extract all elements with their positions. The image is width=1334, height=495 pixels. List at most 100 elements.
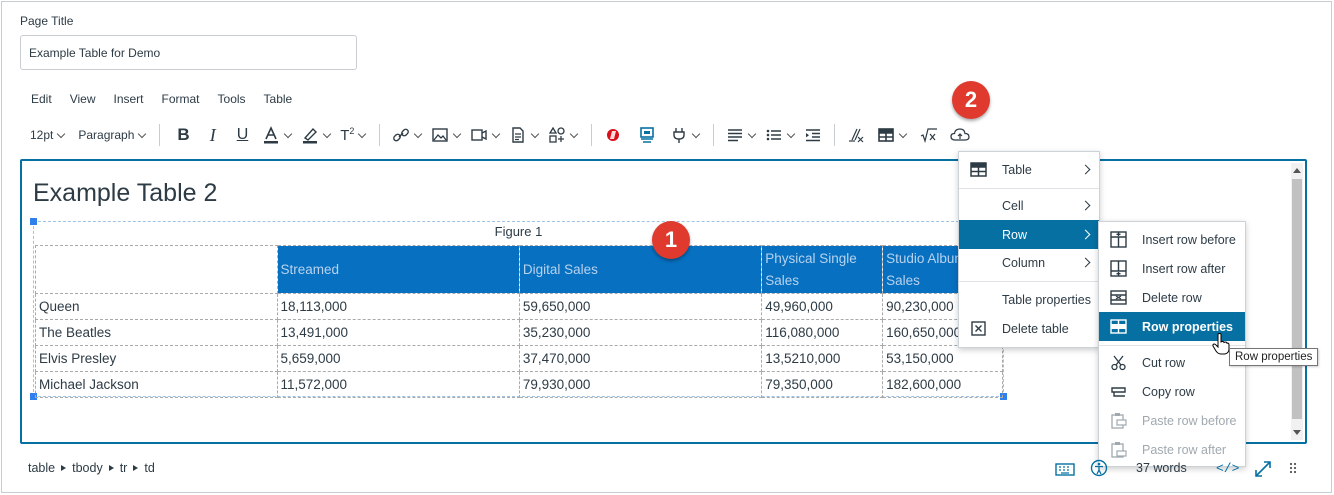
clear-formatting-button[interactable]: [843, 122, 869, 148]
list-button[interactable]: [761, 122, 800, 148]
table-cell[interactable]: 49,960,000: [761, 293, 884, 320]
menu-divider: [959, 281, 1099, 282]
table-cell[interactable]: 18,113,000: [276, 293, 520, 320]
studio-button[interactable]: [634, 122, 660, 148]
table-cell[interactable]: 13,5210,000: [761, 345, 884, 372]
office-button[interactable]: [600, 122, 626, 148]
table-menu-item-cell[interactable]: Cell: [959, 191, 1099, 220]
menu-edit[interactable]: Edit: [31, 92, 52, 106]
keyboard-icon[interactable]: [1055, 461, 1075, 477]
link-button[interactable]: [388, 122, 427, 148]
media-button[interactable]: [466, 122, 505, 148]
path-item[interactable]: tbody: [72, 461, 103, 475]
editor-heading[interactable]: Example Table 2: [33, 179, 218, 207]
table-selection[interactable]: Figure 1 Streamed Digital Sales Physical…: [30, 218, 1007, 400]
menu-tools[interactable]: Tools: [217, 92, 246, 106]
editor-area[interactable]: Example Table 2 Figure 1 Streamed Digita…: [20, 159, 1307, 444]
table-menu-item-table-properties[interactable]: Table properties: [959, 285, 1099, 314]
table-cell[interactable]: 37,470,000: [518, 345, 763, 372]
chevron-down-icon: [453, 129, 462, 138]
table-cell[interactable]: Michael Jackson: [35, 371, 278, 398]
chevron-down-icon: [899, 129, 908, 138]
menu-format[interactable]: Format: [161, 92, 200, 106]
cloud-button[interactable]: [946, 122, 974, 148]
lti-button[interactable]: [666, 122, 705, 148]
row-menu-item-cut-row[interactable]: Cut row: [1099, 348, 1245, 377]
italic-button[interactable]: I: [199, 122, 227, 148]
table-cell[interactable]: The Beatles: [35, 319, 278, 346]
table-cell[interactable]: 79,930,000: [518, 371, 763, 398]
table-header-cell[interactable]: Physical Single Sales: [761, 245, 884, 294]
table-header-row[interactable]: Streamed Digital Sales Physical Single S…: [35, 245, 1003, 294]
accessibility-checker-icon[interactable]: [1090, 459, 1108, 477]
document-button[interactable]: [505, 122, 544, 148]
block-format-dropdown[interactable]: Paragraph: [74, 122, 151, 148]
table-cell[interactable]: 116,080,000: [761, 319, 884, 346]
table-cell[interactable]: 79,350,000: [761, 371, 884, 398]
table-cell[interactable]: 59,650,000: [518, 293, 763, 320]
menu-insert[interactable]: Insert: [113, 92, 144, 106]
table-cell[interactable]: Queen: [35, 293, 278, 320]
row-menu-item-delete-row[interactable]: Delete row: [1099, 283, 1245, 312]
table-menu-item-table[interactable]: Table: [959, 155, 1099, 184]
apps-button[interactable]: [544, 122, 583, 148]
table-cell[interactable]: 11,572,000: [276, 371, 520, 398]
table-menu: Table Cell Row Column Table properties D…: [958, 151, 1100, 348]
table-caption[interactable]: Figure 1: [494, 224, 543, 239]
table-cell[interactable]: 5,659,000: [276, 345, 520, 372]
table-button[interactable]: [873, 122, 912, 148]
table-row[interactable]: Queen 18,113,000 59,650,000 49,960,000 9…: [35, 293, 1003, 320]
table-menu-item-row[interactable]: Row: [959, 220, 1099, 249]
table-cell[interactable]: Elvis Presley: [35, 345, 278, 372]
path-item[interactable]: table: [28, 461, 56, 475]
indent-button[interactable]: [800, 122, 826, 148]
table-cell[interactable]: 13,491,000: [276, 319, 520, 346]
table-cell[interactable]: 53,150,000: [882, 345, 1003, 372]
table-cell[interactable]: 35,230,000: [518, 319, 763, 346]
scroll-down-arrow-icon[interactable]: [1293, 430, 1301, 435]
table-row[interactable]: The Beatles 13,491,000 35,230,000 116,08…: [35, 319, 1003, 346]
highlight-button[interactable]: [297, 122, 336, 148]
text-color-button[interactable]: [258, 122, 297, 148]
row-menu-item-insert-before[interactable]: Insert row before: [1099, 225, 1245, 254]
table-header-cell[interactable]: Streamed: [276, 245, 520, 294]
menu-item-label: Delete row: [1142, 290, 1202, 305]
editor-scrollbar[interactable]: [1291, 163, 1303, 440]
menu-view[interactable]: View: [69, 92, 96, 106]
path-item[interactable]: td: [144, 461, 155, 475]
bold-button[interactable]: B: [168, 122, 198, 148]
row-menu-item-paste-after[interactable]: Paste row after: [1099, 435, 1245, 464]
menu-item-label: Table properties: [1002, 292, 1091, 307]
html-editor-icon[interactable]: </>: [1216, 461, 1240, 476]
table-row[interactable]: Michael Jackson 11,572,000 79,930,000 79…: [35, 371, 1003, 398]
resize-handle-top-left[interactable]: [30, 218, 37, 225]
superscript-button[interactable]: T2: [336, 122, 371, 148]
row-menu-item-paste-before[interactable]: Paste row before: [1099, 406, 1245, 435]
font-size-dropdown[interactable]: 12pt: [26, 122, 70, 148]
underline-button[interactable]: U: [227, 122, 259, 148]
table-row[interactable]: Elvis Presley 5,659,000 37,470,000 13,52…: [35, 345, 1003, 372]
scrollbar-thumb[interactable]: [1292, 179, 1302, 419]
page-title-input[interactable]: [20, 35, 357, 70]
path-item[interactable]: tr: [119, 461, 128, 475]
table-header-cell[interactable]: Digital Sales: [518, 245, 763, 294]
row-menu-item-insert-after[interactable]: Insert row after: [1099, 254, 1245, 283]
scroll-up-arrow-icon[interactable]: [1293, 168, 1301, 173]
image-button[interactable]: [427, 122, 466, 148]
word-count[interactable]: 37 words: [1136, 461, 1187, 475]
resize-handle-bottom-left[interactable]: [30, 393, 37, 400]
underline-icon: U: [236, 126, 249, 143]
resize-grip-icon[interactable]: [1288, 462, 1298, 476]
table-cell[interactable]: 182,600,000: [882, 371, 1003, 398]
menu-table[interactable]: Table: [263, 92, 293, 106]
equation-button[interactable]: [916, 122, 942, 148]
fullscreen-icon[interactable]: [1253, 459, 1273, 479]
align-button[interactable]: [722, 122, 761, 148]
table-menu-item-column[interactable]: Column: [959, 248, 1099, 277]
row-menu-item-copy-row[interactable]: Copy row: [1099, 377, 1245, 406]
media-icon: [471, 129, 488, 141]
resize-handle-bottom-right[interactable]: [1000, 393, 1007, 400]
table-header-cell[interactable]: [35, 245, 278, 294]
table-menu-item-delete-table[interactable]: Delete table: [959, 314, 1099, 343]
menu-item-label: Copy row: [1142, 384, 1195, 399]
